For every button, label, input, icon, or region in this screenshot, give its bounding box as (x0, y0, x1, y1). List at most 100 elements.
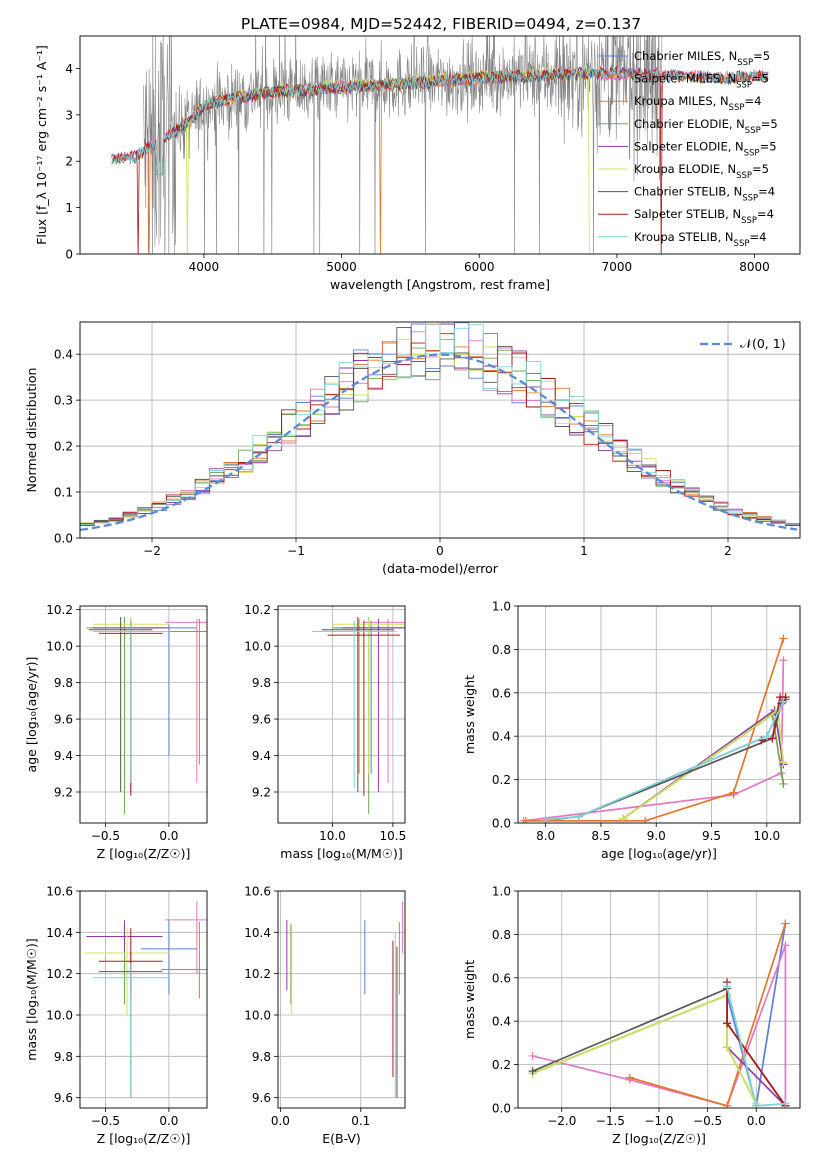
errorbar-chabrier-stelib (88, 616, 153, 792)
x-tick-label: 0.0 (747, 1114, 766, 1128)
x-tick-label: −2.0 (547, 1114, 576, 1128)
age-vs-mass-panel-frame: 10.0 10.5 9.2 9.4 9.6 9.8 10.0 10.2 mass [log₁₀(… (244, 603, 406, 861)
legend-label: Chabrier ELODIE, NSSP=5 (634, 117, 778, 136)
spectrum-panel-plot-area (111, 36, 769, 254)
series-chabrier-miles (541, 697, 788, 823)
x-tick-label: −1.0 (644, 1114, 673, 1128)
axes-frame (517, 605, 801, 824)
y-tick-label: 9.6 (252, 713, 271, 727)
y-tick-label: 0.2 (492, 773, 511, 787)
series-line (545, 701, 785, 821)
data-point-marker (729, 788, 738, 797)
y-tick-label: 9.2 (54, 786, 73, 800)
x-tick-label: 8000 (739, 260, 770, 274)
age-vs-z-panel: −0.5 0.0 9.2 9.4 9.6 9.8 10.0 10.2 Z [log₁₀(Z/Z☉… (24, 603, 208, 861)
x-tick-label: 0.1 (351, 1114, 370, 1128)
errorbar-kroupa-stelib (92, 620, 169, 783)
x-tick-label: 0.0 (271, 1114, 290, 1128)
errorbar-kroupa-miles (161, 618, 207, 765)
x-tick-label: −1.5 (596, 1114, 625, 1128)
y-tick-label: 9.4 (54, 749, 73, 763)
series-kroupa-stelib (541, 697, 788, 823)
data-point-marker (779, 697, 788, 706)
legend-label: Kroupa STELIB, NSSP=4 (634, 230, 766, 249)
figure-title: PLATE=0984, MJD=52442, FIBERID=0494, z=0… (241, 15, 641, 33)
age-vs-z-panel-frame: −0.5 0.0 9.2 9.4 9.6 9.8 10.0 10.2 Z [log₁₀(Z/Z☉… (24, 603, 208, 861)
y-tick-label: 10.0 (46, 1009, 73, 1023)
x-tick-label: 9.5 (702, 829, 721, 843)
data-point-marker (781, 1099, 790, 1108)
axes-frame (277, 890, 406, 1109)
data-point-marker (541, 815, 550, 823)
data-point-marker (781, 693, 790, 702)
errorbar-kroupa-stelib (311, 620, 397, 789)
y-axis-label: age [log₁₀(age/yr)] (24, 657, 39, 773)
data-point-marker (723, 1019, 732, 1028)
y-tick-label: 2 (65, 155, 73, 169)
axes-frame (79, 605, 208, 824)
x-axis-label: Z [log₁₀(Z/Z☉)] (612, 1131, 706, 1146)
y-tick-label: 0.2 (54, 440, 73, 454)
errorbar-kroupa-miles (328, 618, 390, 774)
x-tick-label: 6000 (464, 260, 495, 274)
model-spectrum-salpeter-stelib (111, 65, 769, 254)
x-tick-label: 1 (580, 544, 588, 558)
series-line (578, 698, 787, 818)
errorbar-salpeter-miles (165, 901, 207, 974)
series-kroupa-miles (625, 919, 790, 1108)
data-point-marker (528, 1051, 537, 1060)
errorbar-salpeter-elodie (342, 618, 405, 792)
data-point-marker (528, 1067, 537, 1076)
age-vs-mass-panel-plot-area (311, 616, 405, 814)
data-point-marker (762, 732, 771, 741)
legend-label: 𝒩(0, 1) (740, 336, 786, 351)
y-tick-label: 0 (65, 248, 73, 262)
x-tick-label: 2 (724, 544, 732, 558)
y-tick-label: 1.0 (492, 600, 511, 614)
mass-vs-ebv-panel-frame: 0.0 0.1 9.6 9.8 10.0 10.2 10.4 10.6 E(B-V) (244, 885, 406, 1146)
x-tick-label: 5000 (326, 260, 357, 274)
errorbar-chabrier-miles (140, 624, 197, 756)
mass-vs-ebv-panel: 0.0 0.1 9.6 9.8 10.0 10.2 10.4 10.6 E(B-V) (244, 885, 406, 1146)
series-line (525, 638, 785, 822)
y-tick-label: 9.8 (54, 1050, 73, 1064)
data-point-marker (768, 734, 777, 743)
y-tick-label: 0.4 (492, 1015, 511, 1029)
x-tick-label: 0.0 (159, 829, 178, 843)
errorbar-chabrier-miles (334, 620, 405, 774)
data-point-marker (779, 634, 788, 643)
data-point-marker (625, 1073, 634, 1082)
y-tick-label: 0.1 (54, 486, 73, 500)
y-tick-label: 0.0 (492, 817, 511, 831)
data-point-marker (723, 1043, 732, 1052)
x-axis-label: Z [log₁₀(Z/Z☉)] (97, 846, 191, 861)
x-axis-label: (data-model)/error (382, 561, 499, 576)
errorbar-kroupa-miles (161, 922, 207, 999)
x-tick-label: −0.5 (693, 1114, 722, 1128)
y-tick-label: 10.4 (46, 926, 73, 940)
spectrum-panel: 4000 5000 6000 7000 8000 0 1 2 3 4 wavelength [Ang… (34, 35, 801, 292)
data-point-marker (779, 758, 788, 767)
x-tick-label: 8.0 (536, 829, 555, 843)
x-tick-label: 8.5 (591, 829, 610, 843)
x-tick-label: −1 (287, 544, 305, 558)
errorbar-salpeter-elodie (86, 919, 163, 953)
y-axis-label: Flux [f_λ 10⁻¹⁷ erg cm⁻² s⁻¹ A⁻¹] (34, 45, 49, 245)
legend-label: Kroupa ELODIE, NSSP=5 (634, 162, 769, 181)
y-tick-label: 9.6 (54, 713, 73, 727)
errorbar-chabrier-miles (140, 919, 197, 995)
y-tick-label: 1 (65, 201, 73, 215)
y-tick-label: 0.4 (492, 730, 511, 744)
x-axis-label: Z [log₁₀(Z/Z☉)] (97, 1131, 191, 1146)
series-line (523, 660, 785, 822)
weight-vs-z-panel-plot-area (528, 919, 790, 1108)
y-tick-label: 9.2 (252, 786, 271, 800)
data-point-marker (723, 982, 732, 991)
y-tick-label: 9.8 (54, 676, 73, 690)
y-tick-label: 10.2 (46, 967, 73, 981)
residuals-panel-frame: −2 −1 0 1 2 0.0 0.1 0.2 0.3 0.4 (data-model)/error… (24, 321, 801, 576)
series-salpeter-miles (519, 656, 788, 823)
series-kroupa-elodie (528, 991, 761, 1108)
y-tick-label: 0.0 (54, 532, 73, 546)
x-tick-label: −0.5 (91, 1114, 120, 1128)
